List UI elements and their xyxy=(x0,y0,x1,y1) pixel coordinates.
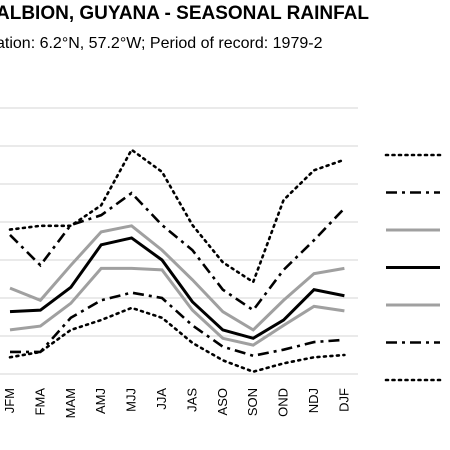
x-tick-label: ASO xyxy=(215,388,230,415)
x-tick-label: MAM xyxy=(63,388,78,418)
series-line xyxy=(8,147,346,285)
chart-subtitle: ation: 6.2°N, 57.2°W; Period of record: … xyxy=(0,35,323,52)
x-tick-label: JJA xyxy=(154,388,169,410)
x-tick-label: DJF xyxy=(336,388,351,412)
series-line xyxy=(8,306,346,374)
x-tick-label: JFM xyxy=(2,388,17,413)
series-line xyxy=(9,224,345,332)
x-tick-label: MJJ xyxy=(124,388,139,412)
x-tick-label: NDJ xyxy=(306,388,321,413)
series-line xyxy=(9,236,345,340)
x-tick-label: JAS xyxy=(184,388,199,412)
chart-title: ALBION, GUYANA - SEASONAL RAINFAL xyxy=(0,3,369,24)
series-line xyxy=(9,191,346,312)
series-line xyxy=(10,291,345,358)
x-tick-label: FMA xyxy=(32,388,47,416)
x-tick-label: AMJ xyxy=(93,388,108,414)
x-tick-label: SON xyxy=(245,388,260,416)
x-tick-label: OND xyxy=(276,388,291,417)
series-line xyxy=(9,266,345,347)
